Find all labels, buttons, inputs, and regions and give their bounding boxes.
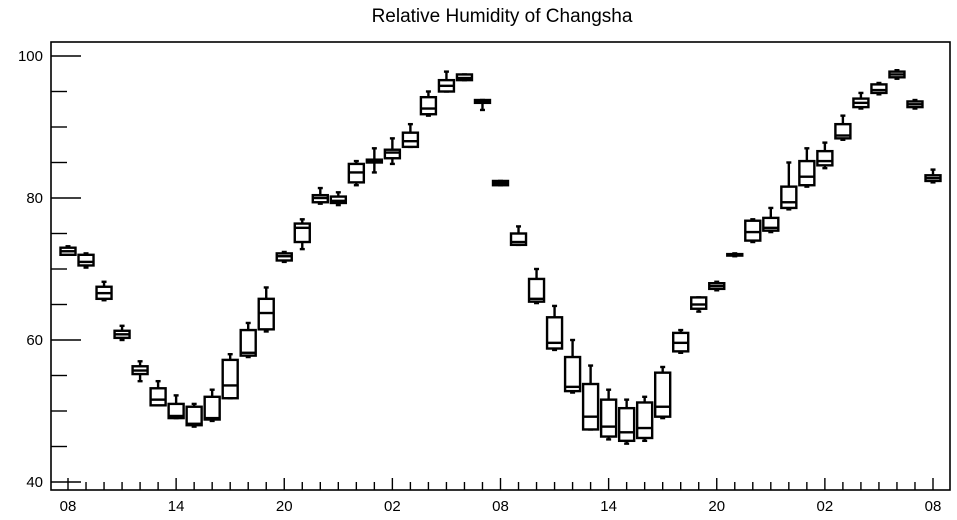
box-hour-31 xyxy=(617,398,636,445)
iqr-box xyxy=(653,371,672,418)
chart-title: Relative Humidity of Changsha xyxy=(372,6,633,27)
box-hour-39 xyxy=(762,206,780,234)
iqr-box xyxy=(635,401,654,440)
box-hour-45 xyxy=(870,81,888,96)
iqr-box xyxy=(690,296,708,310)
box-hour-30 xyxy=(599,388,618,441)
box-hour-27 xyxy=(545,304,564,352)
iqr-box xyxy=(401,131,420,149)
box-hour-3 xyxy=(113,324,131,342)
box-hour-1 xyxy=(77,252,95,269)
box-hour-40 xyxy=(780,161,798,211)
box-hour-2 xyxy=(95,280,113,302)
x-tick-label: 02 xyxy=(384,498,401,515)
box-hour-8 xyxy=(203,388,221,423)
box-hour-15 xyxy=(329,191,348,207)
iqr-box xyxy=(383,148,402,160)
box-hour-10 xyxy=(239,321,257,359)
y-tick-label: 60 xyxy=(26,332,43,349)
box-hour-46 xyxy=(888,68,906,80)
box-hour-6 xyxy=(167,394,185,420)
box-hour-25 xyxy=(509,225,528,247)
box-hour-24 xyxy=(491,179,510,187)
y-tick-label: 40 xyxy=(26,474,43,491)
box-hour-11 xyxy=(257,286,275,333)
iqr-box xyxy=(221,358,239,400)
iqr-box xyxy=(744,219,762,242)
box-hour-36 xyxy=(708,280,726,292)
y-tick-label: 80 xyxy=(26,190,43,207)
box-hour-20 xyxy=(419,90,438,117)
box-hour-14 xyxy=(311,186,329,205)
box-hour-26 xyxy=(527,267,546,305)
iqr-box xyxy=(419,95,438,116)
iqr-box xyxy=(780,185,798,210)
x-tick-label: 08 xyxy=(60,498,77,515)
x-tick-label: 08 xyxy=(492,498,509,515)
box-hour-42 xyxy=(816,141,834,170)
y-tick-label: 100 xyxy=(18,48,43,65)
iqr-box xyxy=(798,159,816,187)
box-hour-35 xyxy=(690,296,708,313)
iqr-box xyxy=(527,277,546,303)
iqr-box xyxy=(581,382,600,431)
iqr-box xyxy=(203,395,221,421)
box-hour-9 xyxy=(221,353,239,400)
box-hour-17 xyxy=(365,147,384,174)
x-tick-label: 08 xyxy=(925,498,942,515)
iqr-box xyxy=(816,149,834,167)
iqr-box xyxy=(617,406,636,443)
box-hour-28 xyxy=(563,338,582,394)
x-tick-label: 02 xyxy=(817,498,834,515)
box-hour-5 xyxy=(149,379,167,407)
iqr-box xyxy=(563,355,582,393)
box-hour-29 xyxy=(581,364,600,431)
box-hour-41 xyxy=(798,147,816,188)
iqr-box xyxy=(599,398,618,438)
box-hour-21 xyxy=(437,70,456,93)
x-tick-label: 20 xyxy=(708,498,725,515)
box-hour-16 xyxy=(347,159,366,187)
box-hour-19 xyxy=(401,122,420,149)
box-hour-34 xyxy=(672,328,690,354)
iqr-box xyxy=(870,83,888,95)
x-tick-label: 20 xyxy=(276,498,293,515)
iqr-box xyxy=(293,222,311,244)
iqr-box xyxy=(545,316,564,350)
box-hour-18 xyxy=(383,137,402,166)
box-hour-22 xyxy=(455,73,474,82)
box-hour-33 xyxy=(653,365,672,420)
iqr-box xyxy=(185,405,203,427)
box-hour-12 xyxy=(275,250,293,264)
box-hour-13 xyxy=(293,218,311,251)
box-hour-38 xyxy=(744,218,762,244)
x-tick-label: 14 xyxy=(168,498,185,515)
iqr-box xyxy=(149,387,167,407)
iqr-box xyxy=(77,253,95,267)
box-hour-37 xyxy=(726,252,744,258)
box-hour-43 xyxy=(834,114,852,141)
box-hour-44 xyxy=(852,91,870,110)
y-axis: 40 60 80 100 xyxy=(18,48,81,491)
box-series xyxy=(59,68,942,445)
iqr-box xyxy=(167,402,185,420)
box-hour-47 xyxy=(906,98,924,110)
box-hour-48 xyxy=(924,168,942,184)
box-hour-23 xyxy=(473,98,492,112)
box-hour-32 xyxy=(635,395,654,443)
box-hour-4 xyxy=(131,360,149,383)
iqr-box xyxy=(509,232,528,247)
x-axis: 08 14 20 02 08 14 20 02 08 xyxy=(60,478,942,515)
iqr-box xyxy=(239,328,257,357)
x-tick-label: 14 xyxy=(600,498,617,515)
box-hour-0 xyxy=(59,245,77,257)
box-hour-7 xyxy=(185,402,203,428)
